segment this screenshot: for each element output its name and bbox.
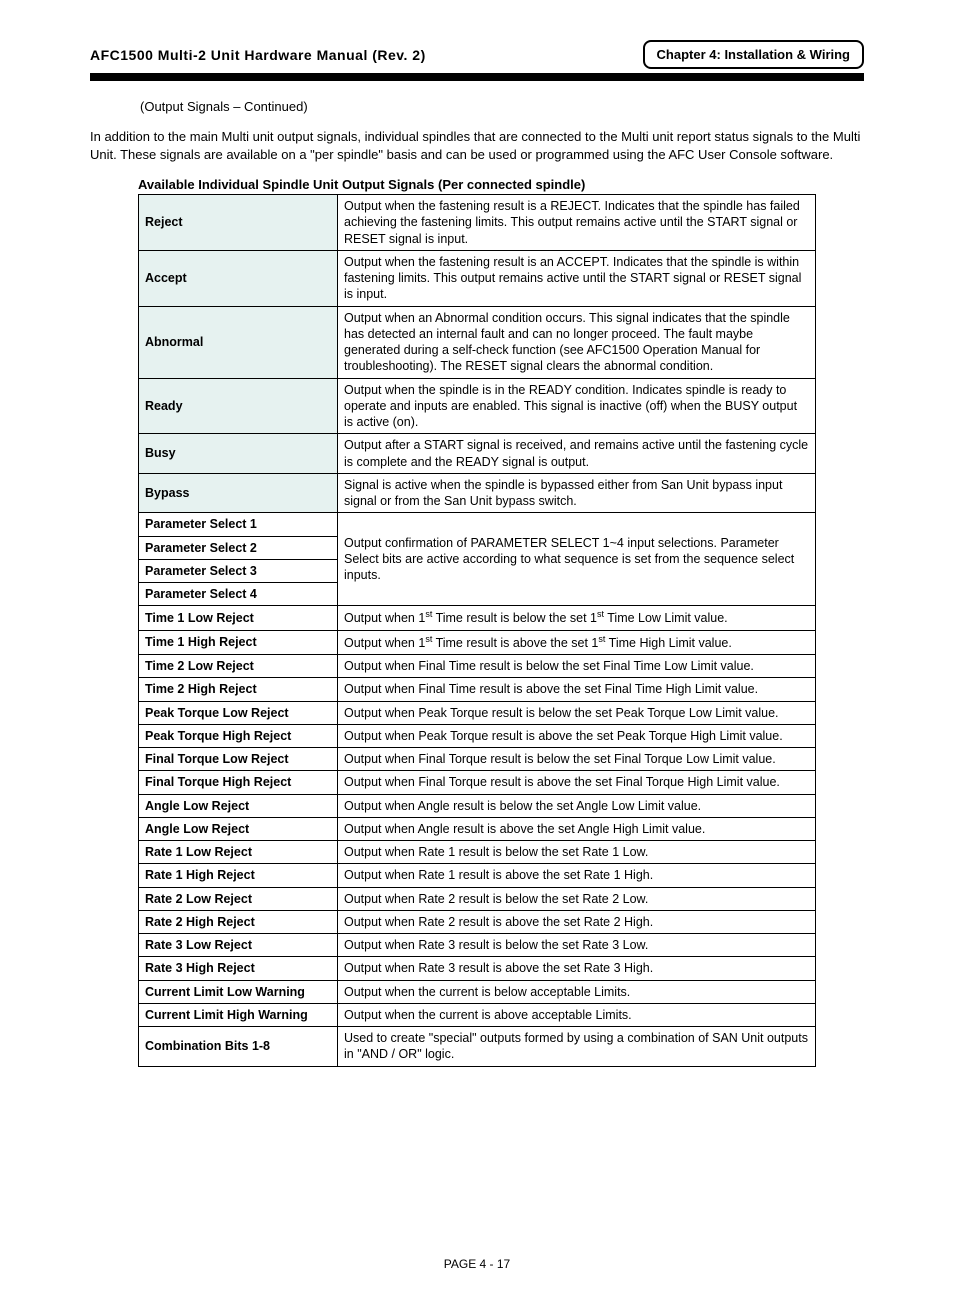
signal-desc-cell: Output when Rate 2 result is above the s… [338, 910, 816, 933]
table-row: BypassSignal is active when the spindle … [139, 473, 816, 513]
table-row: Peak Torque High RejectOutput when Peak … [139, 724, 816, 747]
signal-desc-cell: Output when Rate 1 result is above the s… [338, 864, 816, 887]
signal-name-cell: Rate 2 High Reject [139, 910, 338, 933]
signal-desc-cell: Output when Rate 3 result is below the s… [338, 934, 816, 957]
signal-desc-cell: Output when Angle result is above the se… [338, 817, 816, 840]
page: AFC1500 Multi-2 Unit Hardware Manual (Re… [0, 0, 954, 1291]
signal-name-cell: Busy [139, 434, 338, 474]
table-row: Peak Torque Low RejectOutput when Peak T… [139, 701, 816, 724]
intro-paragraph: In addition to the main Multi unit outpu… [90, 128, 864, 163]
signal-name-cell: Combination Bits 1-8 [139, 1027, 338, 1067]
signal-desc-cell: Output when the spindle is in the READY … [338, 378, 816, 434]
signal-name-cell: Rate 2 Low Reject [139, 887, 338, 910]
signal-desc-cell: Output when Peak Torque result is below … [338, 701, 816, 724]
signal-desc-cell: Output when an Abnormal condition occurs… [338, 306, 816, 378]
signal-name-cell: Parameter Select 3 [139, 559, 338, 582]
signal-desc-cell: Output when Final Time result is below t… [338, 655, 816, 678]
signal-desc-cell: Output when the current is above accepta… [338, 1003, 816, 1026]
table-row: Final Torque Low RejectOutput when Final… [139, 748, 816, 771]
table-row: Time 1 Low RejectOutput when 1st Time re… [139, 606, 816, 630]
signal-desc-cell: Output when Rate 3 result is above the s… [338, 957, 816, 980]
signal-name-cell: Rate 1 High Reject [139, 864, 338, 887]
table-row: Time 1 High RejectOutput when 1st Time r… [139, 630, 816, 654]
signal-name-cell: Time 2 Low Reject [139, 655, 338, 678]
signal-name-cell: Ready [139, 378, 338, 434]
table-row: Final Torque High RejectOutput when Fina… [139, 771, 816, 794]
chapter-badge: Chapter 4: Installation & Wiring [643, 40, 864, 69]
table-row: AcceptOutput when the fastening result i… [139, 250, 816, 306]
signal-name-cell: Current Limit High Warning [139, 1003, 338, 1026]
signal-name-cell: Peak Torque High Reject [139, 724, 338, 747]
signal-name-cell: Parameter Select 1 [139, 513, 338, 536]
table-row: Rate 3 Low RejectOutput when Rate 3 resu… [139, 934, 816, 957]
signal-name-cell: Angle Low Reject [139, 817, 338, 840]
table-row: Rate 2 High RejectOutput when Rate 2 res… [139, 910, 816, 933]
signal-desc-cell: Output when Final Time result is above t… [338, 678, 816, 701]
signal-name-cell: Time 2 High Reject [139, 678, 338, 701]
continued-note: (Output Signals – Continued) [90, 99, 864, 114]
signal-name-cell: Peak Torque Low Reject [139, 701, 338, 724]
signal-name-cell: Abnormal [139, 306, 338, 378]
signal-name-cell: Final Torque Low Reject [139, 748, 338, 771]
signal-desc-cell: Output when 1st Time result is below the… [338, 606, 816, 630]
signal-name-cell: Time 1 High Reject [139, 630, 338, 654]
signal-name-cell: Current Limit Low Warning [139, 980, 338, 1003]
signal-desc-cell: Signal is active when the spindle is byp… [338, 473, 816, 513]
signal-name-cell: Rate 3 High Reject [139, 957, 338, 980]
signal-desc-cell: Used to create "special" outputs formed … [338, 1027, 816, 1067]
table-row: AbnormalOutput when an Abnormal conditio… [139, 306, 816, 378]
table-row: Parameter Select 1Output confirmation of… [139, 513, 816, 536]
table-row: Rate 3 High RejectOutput when Rate 3 res… [139, 957, 816, 980]
signal-name-cell: Parameter Select 4 [139, 583, 338, 606]
signal-desc-cell: Output when Rate 1 result is below the s… [338, 841, 816, 864]
signal-name-cell: Angle Low Reject [139, 794, 338, 817]
signal-name-cell: Time 1 Low Reject [139, 606, 338, 630]
table-row: Angle Low RejectOutput when Angle result… [139, 817, 816, 840]
signal-name-cell: Rate 3 Low Reject [139, 934, 338, 957]
header-rule [90, 73, 864, 81]
signal-desc-cell: Output after a START signal is received,… [338, 434, 816, 474]
signal-desc-cell: Output when Peak Torque result is above … [338, 724, 816, 747]
table-row: Time 2 Low RejectOutput when Final Time … [139, 655, 816, 678]
table-row: ReadyOutput when the spindle is in the R… [139, 378, 816, 434]
page-footer: PAGE 4 - 17 [90, 1257, 864, 1271]
signal-desc-cell: Output when Final Torque result is below… [338, 748, 816, 771]
table-row: Rate 2 Low RejectOutput when Rate 2 resu… [139, 887, 816, 910]
signal-desc-cell: Output when 1st Time result is above the… [338, 630, 816, 654]
signal-desc-cell: Output when the fastening result is an A… [338, 250, 816, 306]
signal-desc-cell: Output when Rate 2 result is below the s… [338, 887, 816, 910]
signal-name-cell: Final Torque High Reject [139, 771, 338, 794]
signal-name-cell: Rate 1 Low Reject [139, 841, 338, 864]
table-row: Rate 1 High RejectOutput when Rate 1 res… [139, 864, 816, 887]
table-row: BusyOutput after a START signal is recei… [139, 434, 816, 474]
signal-desc-cell: Output when the current is below accepta… [338, 980, 816, 1003]
signals-table: RejectOutput when the fastening result i… [138, 194, 816, 1067]
table-row: Time 2 High RejectOutput when Final Time… [139, 678, 816, 701]
table-row: Angle Low RejectOutput when Angle result… [139, 794, 816, 817]
manual-title: AFC1500 Multi-2 Unit Hardware Manual (Re… [90, 47, 426, 63]
signal-desc-cell: Output when Angle result is below the se… [338, 794, 816, 817]
table-row: RejectOutput when the fastening result i… [139, 195, 816, 251]
signal-name-cell: Parameter Select 2 [139, 536, 338, 559]
table-row: Rate 1 Low RejectOutput when Rate 1 resu… [139, 841, 816, 864]
table-row: Current Limit Low WarningOutput when the… [139, 980, 816, 1003]
signal-name-cell: Accept [139, 250, 338, 306]
signal-name-cell: Bypass [139, 473, 338, 513]
table-row: Combination Bits 1-8Used to create "spec… [139, 1027, 816, 1067]
signal-desc-cell: Output when the fastening result is a RE… [338, 195, 816, 251]
signal-desc-cell: Output confirmation of PARAMETER SELECT … [338, 513, 816, 606]
table-title: Available Individual Spindle Unit Output… [90, 177, 864, 192]
signal-desc-cell: Output when Final Torque result is above… [338, 771, 816, 794]
table-row: Current Limit High WarningOutput when th… [139, 1003, 816, 1026]
page-header: AFC1500 Multi-2 Unit Hardware Manual (Re… [90, 40, 864, 69]
signal-name-cell: Reject [139, 195, 338, 251]
